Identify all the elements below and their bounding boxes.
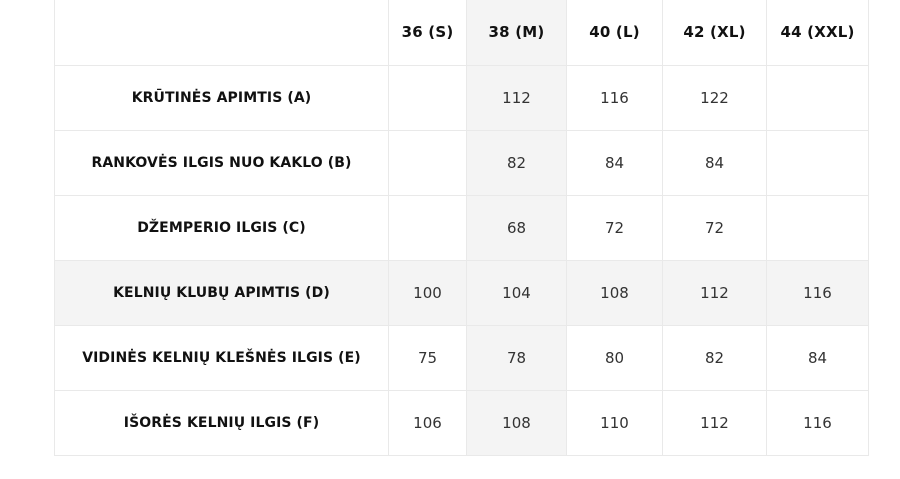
table-cell: 82	[466, 130, 567, 196]
table-cell: 84	[566, 130, 663, 196]
size-header-xl: 42 (XL)	[662, 0, 767, 66]
row-label: RANKOVĖS ILGIS NUO KAKLO (B)	[54, 130, 389, 196]
table-cell	[388, 130, 467, 196]
table-cell: 78	[466, 325, 567, 391]
row-label: IŠORĖS KELNIŲ ILGIS (F)	[54, 390, 389, 456]
table-cell	[766, 130, 869, 196]
header-row: 36 (S) 38 (M) 40 (L) 42 (XL) 44 (XXL)	[54, 0, 869, 66]
table-cell: 104	[466, 260, 567, 326]
table-row: VIDINĖS KELNIŲ KLEŠNĖS ILGIS (E) 75 78 8…	[54, 325, 869, 391]
table-cell: 84	[766, 325, 869, 391]
size-header-xxl: 44 (XXL)	[766, 0, 869, 66]
table-row: DŽEMPERIO ILGIS (C) 68 72 72	[54, 195, 869, 261]
row-label: VIDINĖS KELNIŲ KLEŠNĖS ILGIS (E)	[54, 325, 389, 391]
table-row: RANKOVĖS ILGIS NUO KAKLO (B) 82 84 84	[54, 130, 869, 196]
corner-cell	[54, 0, 389, 66]
table-cell: 68	[466, 195, 567, 261]
table-cell: 116	[766, 390, 869, 456]
table-cell: 116	[766, 260, 869, 326]
table-cell: 100	[388, 260, 467, 326]
row-label: KELNIŲ KLUBŲ APIMTIS (D)	[54, 260, 389, 326]
row-label: DŽEMPERIO ILGIS (C)	[54, 195, 389, 261]
table-cell	[766, 65, 869, 131]
table-cell	[388, 65, 467, 131]
table-cell	[766, 195, 869, 261]
table-cell	[388, 195, 467, 261]
table-row: KRŪTINĖS APIMTIS (A) 112 116 122	[54, 65, 869, 131]
table-cell: 72	[662, 195, 767, 261]
table-cell: 106	[388, 390, 467, 456]
table-cell: 122	[662, 65, 767, 131]
table-cell: 110	[566, 390, 663, 456]
table-cell: 84	[662, 130, 767, 196]
table-cell: 72	[566, 195, 663, 261]
size-header-m: 38 (M)	[466, 0, 567, 66]
table-row: KELNIŲ KLUBŲ APIMTIS (D) 100 104 108 112…	[54, 260, 869, 326]
table-cell: 112	[466, 65, 567, 131]
table-cell: 108	[466, 390, 567, 456]
table-cell: 112	[662, 390, 767, 456]
table-row: IŠORĖS KELNIŲ ILGIS (F) 106 108 110 112 …	[54, 390, 869, 456]
table-cell: 108	[566, 260, 663, 326]
table-cell: 75	[388, 325, 467, 391]
size-header-l: 40 (L)	[566, 0, 663, 66]
table-cell: 82	[662, 325, 767, 391]
table-cell: 80	[566, 325, 663, 391]
table-cell: 116	[566, 65, 663, 131]
table-cell: 112	[662, 260, 767, 326]
size-chart: 36 (S) 38 (M) 40 (L) 42 (XL) 44 (XXL) KR…	[54, 0, 869, 456]
row-label: KRŪTINĖS APIMTIS (A)	[54, 65, 389, 131]
size-table: 36 (S) 38 (M) 40 (L) 42 (XL) 44 (XXL) KR…	[54, 0, 869, 456]
size-header-s: 36 (S)	[388, 0, 467, 66]
